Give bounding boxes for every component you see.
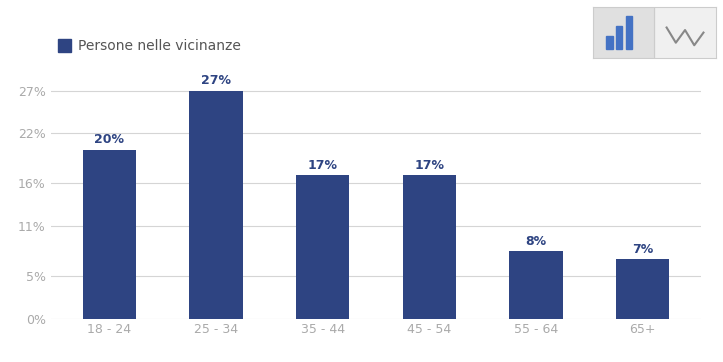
Text: 8%: 8% [526, 235, 547, 248]
Bar [616, 26, 623, 49]
Legend: Persone nelle vicinanze: Persone nelle vicinanze [58, 39, 241, 53]
Bar [296, 175, 349, 319]
Text: 17%: 17% [414, 159, 445, 172]
Bar [593, 7, 654, 58]
Text: 27%: 27% [201, 74, 231, 87]
Bar [403, 175, 456, 319]
Bar [616, 260, 669, 319]
Text: 7%: 7% [632, 243, 654, 256]
Bar [82, 150, 136, 319]
Text: 20%: 20% [94, 133, 124, 146]
Bar [509, 251, 562, 319]
Text: 17%: 17% [307, 159, 338, 172]
Bar [626, 16, 632, 49]
Bar [189, 90, 243, 319]
Bar [607, 36, 612, 49]
